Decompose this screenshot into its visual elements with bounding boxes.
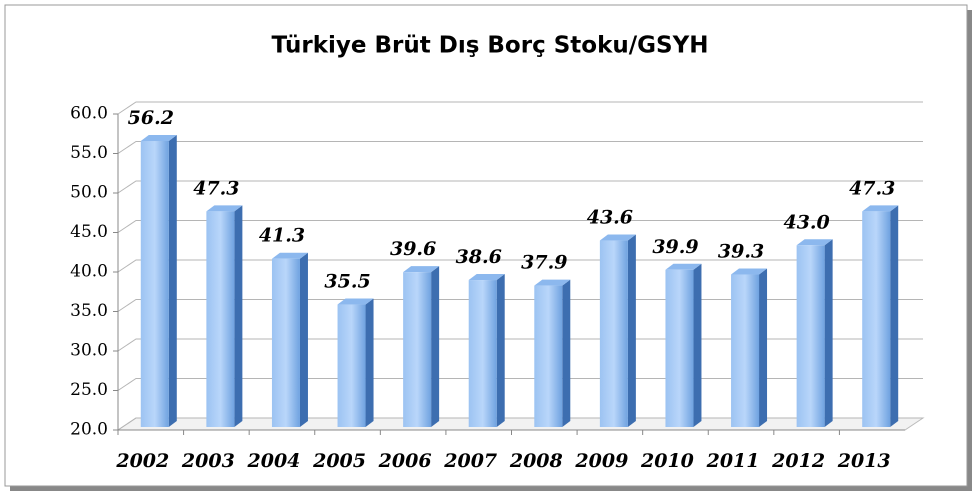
y-tick-label: 25.0	[70, 380, 108, 400]
bar-top	[337, 298, 374, 305]
x-tick-label: 2002	[115, 450, 169, 472]
bar	[862, 211, 891, 427]
bar-side	[431, 266, 440, 427]
x-tick-label: 2007	[443, 450, 497, 472]
bar	[337, 304, 366, 427]
bar-top	[140, 135, 177, 142]
bar-top	[796, 239, 833, 246]
grid-line	[117, 299, 923, 312]
bar-side	[562, 279, 571, 427]
bar-side	[824, 239, 833, 427]
x-tick-label: 2005	[312, 450, 366, 472]
bar	[731, 274, 760, 427]
y-tick-label: 30.0	[70, 341, 108, 361]
x-tick-label: 2010	[640, 450, 694, 472]
y-tick-label: 60.0	[70, 104, 108, 124]
bar	[796, 245, 825, 427]
bar	[140, 141, 169, 427]
bar	[468, 280, 497, 427]
x-tick-label: 2011	[706, 450, 760, 472]
bar-top	[468, 274, 505, 281]
x-tick-label: 2003	[181, 450, 235, 472]
bar	[403, 272, 432, 427]
bar-side	[693, 263, 702, 427]
grid-line	[117, 259, 923, 273]
value-label: 47.3	[849, 177, 895, 199]
value-label: 38.6	[456, 246, 502, 268]
bar-side	[299, 252, 308, 427]
value-label: 39.6	[390, 238, 436, 260]
x-tick-label: 2008	[509, 450, 563, 472]
value-label: 35.5	[324, 271, 370, 293]
y-tick-label: 55.0	[70, 143, 108, 163]
value-label: 56.2	[128, 107, 174, 129]
x-tick-label: 2009	[574, 450, 628, 472]
bar-top	[665, 263, 702, 270]
chart-title: Türkiye Brüt Dış Borç Stoku/GSYH	[271, 33, 708, 59]
y-tick-label: 50.0	[70, 183, 108, 203]
bar-top	[206, 205, 243, 212]
bar-top	[862, 205, 899, 212]
grid-line	[117, 417, 923, 431]
grid-line	[117, 101, 923, 115]
grid-line	[117, 338, 923, 352]
y-tick-label: 40.0	[70, 262, 108, 282]
bar-top	[599, 234, 636, 241]
bar	[206, 211, 235, 427]
value-label: 47.3	[193, 177, 239, 199]
value-label: 43.0	[783, 211, 829, 233]
grid-line	[117, 378, 923, 391]
value-label: 39.3	[718, 241, 764, 263]
value-label: 39.9	[652, 236, 698, 258]
bar-side	[890, 205, 899, 427]
y-tick-label: 45.0	[70, 222, 108, 242]
bar-side	[168, 135, 177, 427]
bar	[599, 240, 628, 427]
bar-side	[627, 234, 636, 427]
y-tick-label: 35.0	[70, 301, 108, 321]
grid-line	[117, 180, 923, 194]
bar-side	[759, 268, 768, 427]
value-label: 41.3	[259, 225, 305, 247]
bar-top	[271, 252, 308, 259]
value-label: 43.6	[587, 207, 633, 229]
x-tick-label: 2012	[771, 450, 825, 472]
x-tick-label: 2004	[247, 450, 301, 472]
bar-side	[365, 298, 374, 427]
grid-line	[117, 141, 923, 154]
x-tick-label: 2013	[837, 450, 891, 472]
bar-top	[731, 268, 768, 275]
value-label: 37.9	[521, 252, 567, 274]
bar	[665, 269, 694, 427]
bar-top	[534, 279, 571, 286]
y-tick-label: 20.0	[70, 420, 108, 440]
bar	[271, 258, 300, 427]
grid-line	[117, 220, 923, 233]
bar-side	[496, 274, 505, 427]
bar	[534, 285, 563, 427]
bar-side	[234, 205, 243, 427]
x-tick-label: 2006	[378, 450, 432, 472]
bar-top	[403, 266, 440, 273]
